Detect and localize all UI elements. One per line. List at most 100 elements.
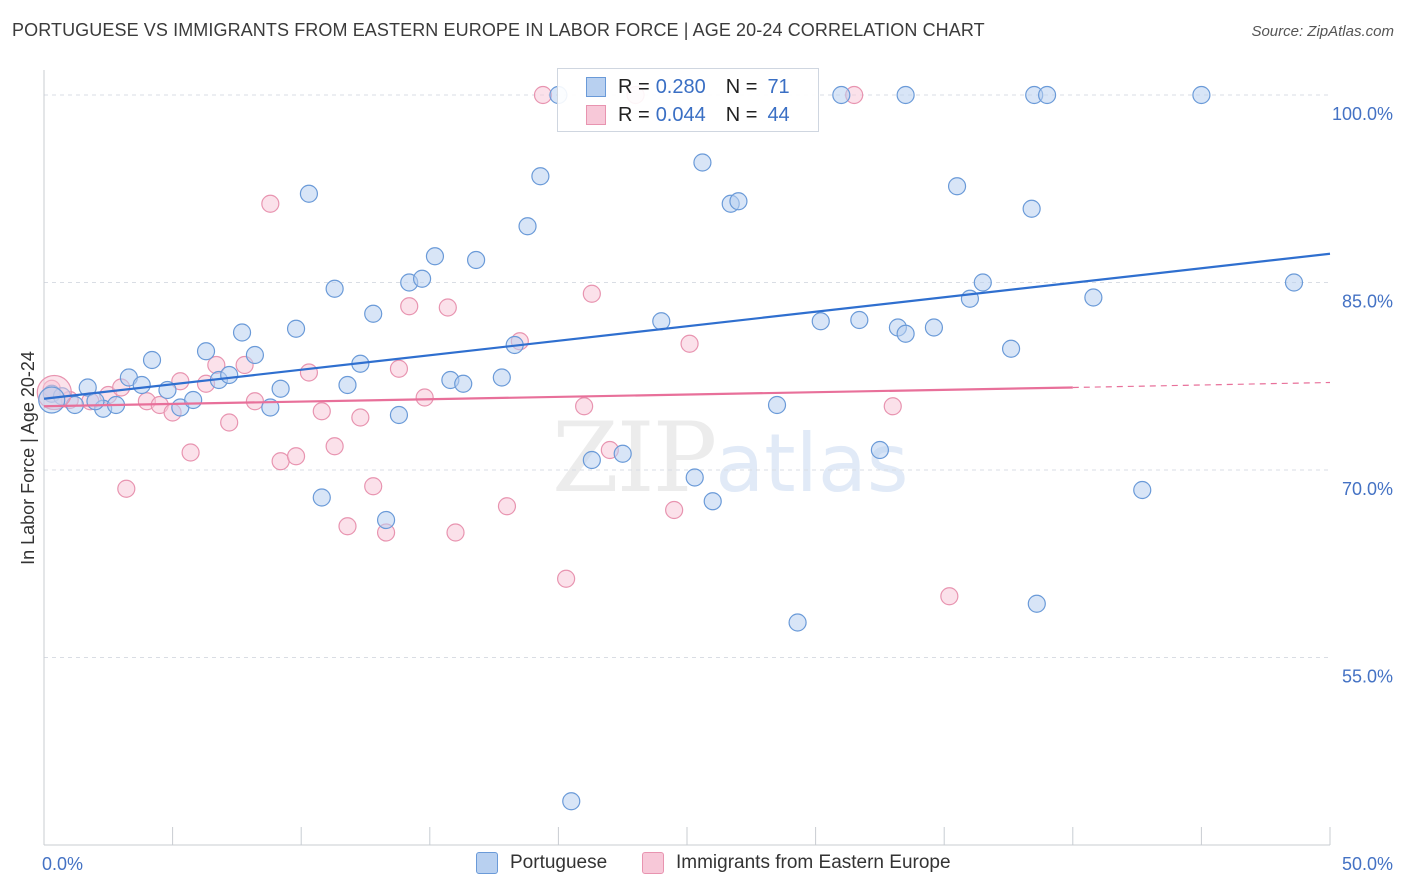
data-point-portuguese xyxy=(518,217,537,236)
data-point-eastern-europe xyxy=(220,413,239,432)
data-point-portuguese xyxy=(1192,85,1211,105)
legend-row-portuguese: R = 0.280 N = 71 xyxy=(558,72,818,102)
data-point-portuguese xyxy=(1001,339,1021,358)
data-point-portuguese xyxy=(299,184,319,203)
watermark-atlas: atlas xyxy=(715,417,909,510)
data-point-portuguese xyxy=(78,378,97,397)
source-credit: Source: ZipAtlas.com xyxy=(1251,23,1394,40)
watermark-zip: ZIP xyxy=(552,402,717,514)
data-point-eastern-europe xyxy=(181,443,200,462)
data-point-portuguese xyxy=(376,510,396,530)
data-point-portuguese xyxy=(220,365,239,385)
data-point-portuguese xyxy=(271,379,290,398)
data-point-portuguese xyxy=(767,395,787,415)
data-point-portuguese xyxy=(693,153,712,172)
data-point-portuguese xyxy=(729,192,748,211)
chart-title: PORTUGUESE VS IMMIGRANTS FROM EASTERN EU… xyxy=(12,20,985,40)
legend-row-eastern-europe: R = 0.044 N = 44 xyxy=(558,100,818,130)
trend-line-portuguese xyxy=(43,252,1331,400)
data-point-portuguese xyxy=(184,390,203,410)
data-point-portuguese xyxy=(652,312,671,331)
data-point-eastern-europe xyxy=(940,587,959,606)
data-point-portuguese xyxy=(947,177,967,196)
series-legend-label: Immigrants from Eastern Europe xyxy=(676,852,951,873)
data-point-portuguese xyxy=(364,304,383,323)
series-swatch-blue xyxy=(476,852,498,874)
data-point-portuguese xyxy=(245,345,265,365)
series-legend-item-portuguese: Portuguese xyxy=(476,852,607,874)
data-point-portuguese xyxy=(613,444,632,463)
data-point-portuguese xyxy=(1022,199,1041,218)
legend-n-value: 44 xyxy=(767,103,790,126)
data-point-portuguese xyxy=(412,269,432,288)
data-point-portuguese xyxy=(492,368,511,387)
series-swatch-pink xyxy=(642,852,664,874)
series-legend-label: Portuguese xyxy=(510,852,608,873)
legend-swatch-pink xyxy=(586,105,606,125)
data-point-eastern-europe xyxy=(299,363,319,382)
legend-r-value: 0.044 xyxy=(655,103,706,126)
data-point-eastern-europe xyxy=(117,479,136,498)
legend-r-value: 0.280 xyxy=(655,75,706,98)
data-point-portuguese xyxy=(811,312,830,331)
data-point-eastern-europe xyxy=(883,397,902,416)
series-legend-item-eastern-europe: Immigrants from Eastern Europe xyxy=(642,852,951,874)
data-point-portuguese xyxy=(232,323,252,342)
data-point-portuguese xyxy=(454,374,473,393)
data-point-eastern-europe xyxy=(680,334,699,353)
data-point-portuguese xyxy=(286,319,306,338)
data-point-portuguese xyxy=(832,85,851,105)
data-point-eastern-europe xyxy=(338,517,357,536)
legend-r-label: R = xyxy=(618,103,650,126)
data-point-eastern-europe xyxy=(438,298,457,317)
data-point-eastern-europe xyxy=(171,372,190,391)
data-point-portuguese xyxy=(38,386,66,414)
data-point-eastern-europe xyxy=(364,477,383,496)
trend-line-eastern-europe-extension xyxy=(1072,381,1331,389)
data-point-portuguese xyxy=(196,342,216,361)
y-tick-label: 70.0% xyxy=(1342,479,1393,499)
data-point-portuguese xyxy=(132,375,151,395)
y-axis-label: In Labor Force | Age 20-24 xyxy=(18,351,38,565)
data-point-eastern-europe xyxy=(582,284,601,303)
data-point-eastern-europe xyxy=(286,447,306,466)
y-tick-label: 55.0% xyxy=(1342,667,1393,687)
legend-swatch-blue xyxy=(586,77,606,97)
data-point-portuguese xyxy=(389,405,409,425)
data-point-portuguese xyxy=(850,310,869,330)
legend-n-value: 71 xyxy=(767,75,790,98)
data-point-portuguese xyxy=(582,450,601,470)
data-point-portuguese xyxy=(924,318,944,337)
data-point-eastern-europe xyxy=(389,359,409,378)
legend-n-label: N = xyxy=(725,103,758,126)
x-tick-label: 0.0% xyxy=(42,854,83,874)
data-point-eastern-europe xyxy=(557,569,576,588)
data-point-portuguese xyxy=(86,392,105,411)
data-point-eastern-europe xyxy=(261,194,280,213)
data-point-eastern-europe xyxy=(415,388,434,407)
data-point-eastern-europe xyxy=(446,523,465,542)
data-point-portuguese xyxy=(870,440,890,460)
data-point-portuguese xyxy=(896,324,915,343)
y-tick-label: 85.0% xyxy=(1342,292,1393,312)
data-point-eastern-europe xyxy=(325,437,344,456)
trend-line-eastern-europe xyxy=(43,386,1073,408)
data-point-eastern-europe xyxy=(351,408,370,427)
data-point-portuguese xyxy=(685,468,704,487)
data-point-portuguese xyxy=(531,167,550,186)
data-point-portuguese xyxy=(312,488,331,507)
data-point-portuguese xyxy=(466,250,486,270)
data-point-portuguese xyxy=(703,492,722,511)
x-tick-label: 50.0% xyxy=(1342,854,1393,874)
data-point-portuguese xyxy=(142,350,162,370)
data-point-portuguese xyxy=(1133,480,1152,500)
data-point-eastern-europe xyxy=(575,397,594,416)
data-point-eastern-europe xyxy=(400,297,419,316)
legend-n-label: N = xyxy=(725,75,758,98)
data-point-portuguese xyxy=(973,273,992,292)
data-point-eastern-europe xyxy=(312,402,331,421)
data-point-portuguese xyxy=(1284,273,1304,292)
data-point-eastern-europe xyxy=(533,85,553,105)
data-point-eastern-europe xyxy=(271,452,290,471)
